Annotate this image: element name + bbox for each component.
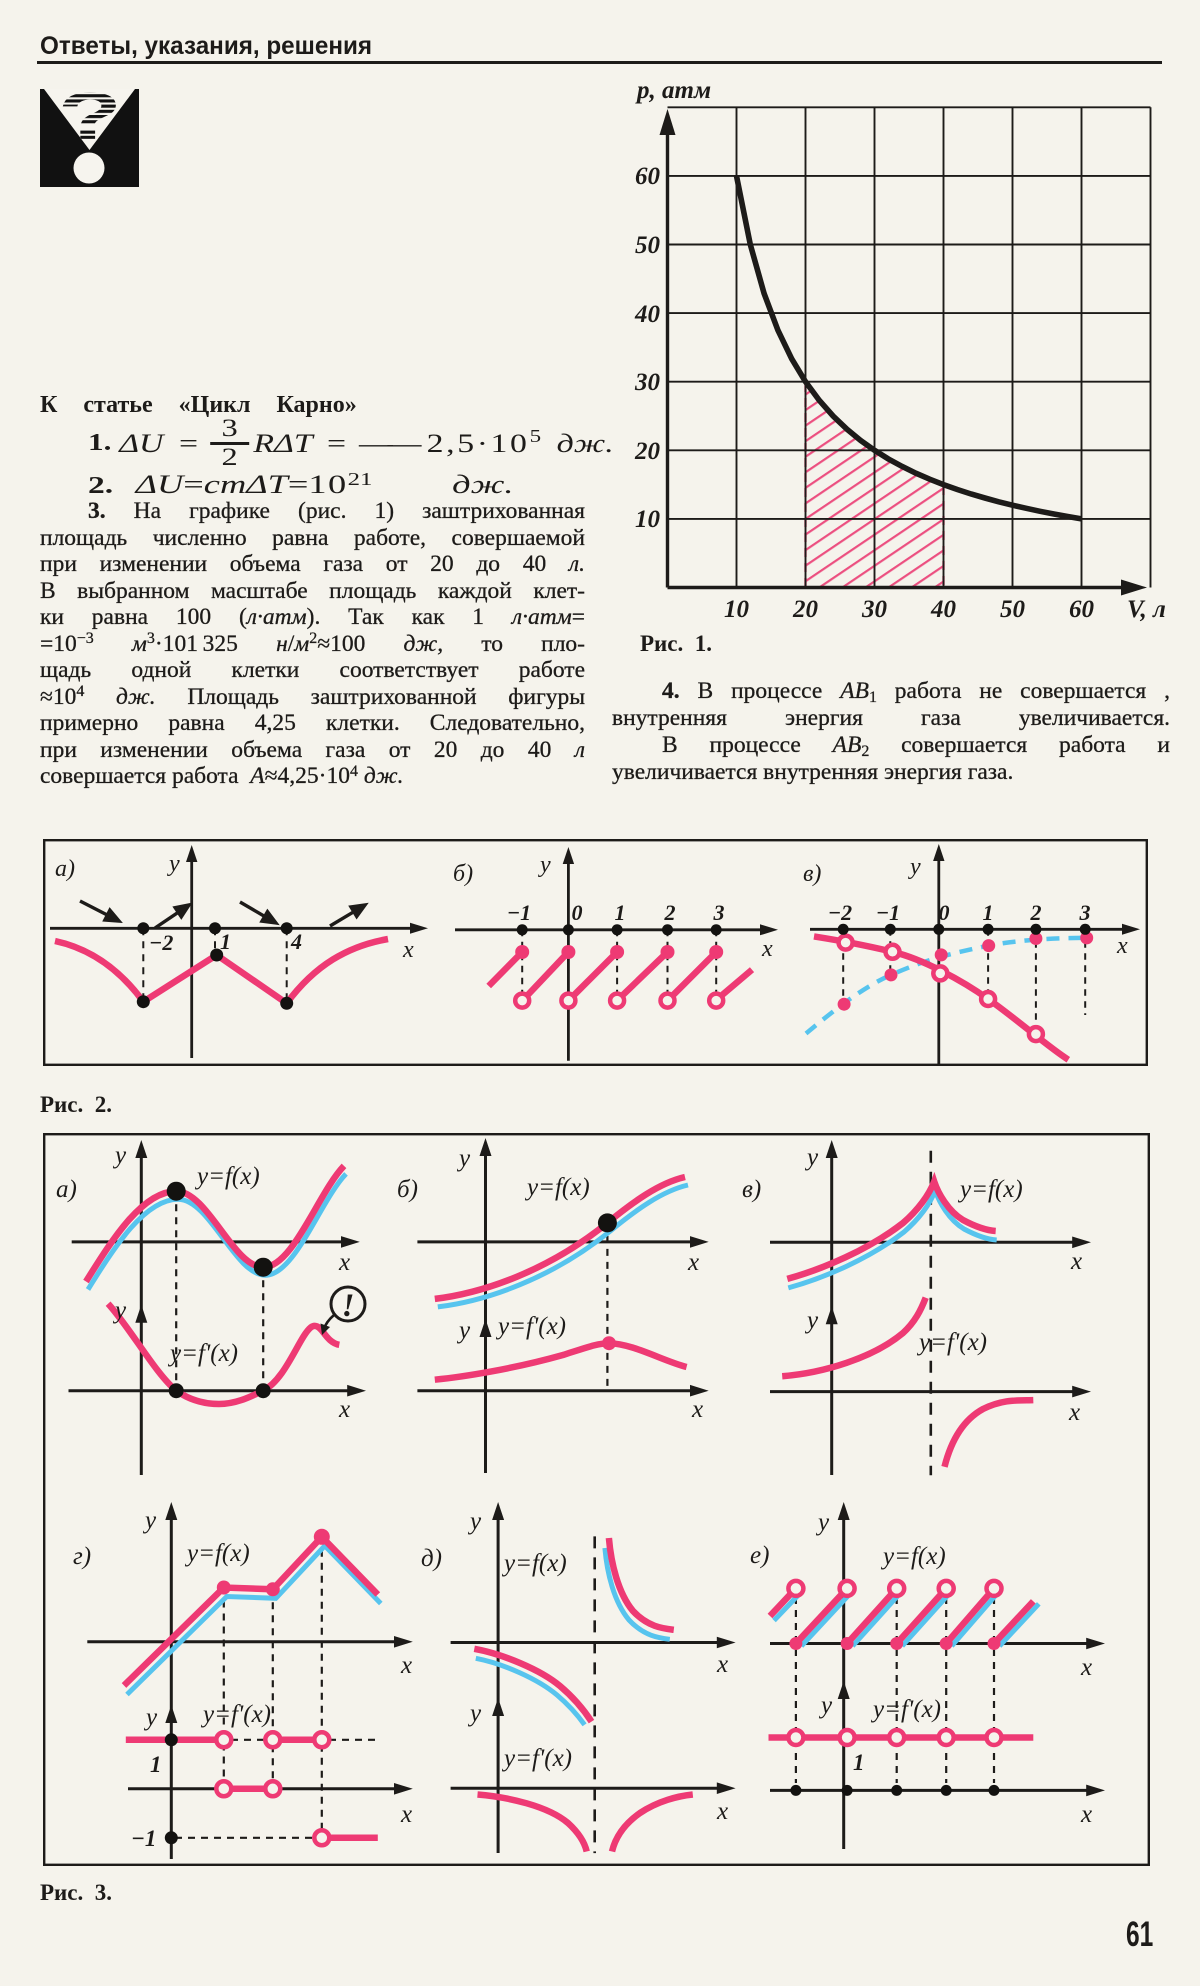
svg-text:40: 40 (930, 596, 957, 623)
svg-text:y: y (467, 1700, 482, 1727)
svg-text:y: y (467, 1508, 482, 1535)
svg-text:y=f'(x): y=f'(x) (870, 1696, 941, 1723)
svg-text:y: y (538, 852, 551, 878)
svg-text:y: y (804, 1144, 819, 1171)
svg-text:30: 30 (861, 596, 888, 623)
svg-text:−2: −2 (828, 900, 852, 925)
svg-text:y=f(x): y=f(x) (524, 1174, 590, 1201)
svg-text:в): в) (803, 861, 821, 887)
svg-text:y=f(x): y=f(x) (501, 1550, 567, 1577)
svg-text:y: y (456, 1145, 471, 1172)
svg-text:y: y (804, 1307, 819, 1334)
svg-text:y=f(x): y=f(x) (194, 1163, 260, 1190)
svg-text:x: x (338, 1396, 350, 1423)
svg-text:y: y (456, 1317, 471, 1344)
svg-text:1: 1 (983, 900, 994, 925)
svg-text:x: x (1070, 1248, 1082, 1275)
svg-text:!: ! (342, 1288, 355, 1324)
svg-text:p, атм: p, атм (635, 77, 711, 104)
svg-text:20: 20 (634, 438, 661, 465)
svg-text:1: 1 (220, 929, 231, 954)
svg-text:−1: −1 (876, 900, 900, 925)
svg-text:y: y (142, 1507, 157, 1534)
svg-text:x: x (687, 1249, 699, 1276)
svg-text:?: ? (58, 89, 122, 154)
svg-text:x: x (1068, 1399, 1080, 1426)
svg-text:y: y (143, 1704, 158, 1731)
svg-text:y=f(x): y=f(x) (880, 1543, 946, 1570)
svg-text:10: 10 (724, 596, 750, 623)
svg-text:40: 40 (634, 301, 661, 328)
svg-text:y=f'(x): y=f'(x) (167, 1340, 238, 1367)
svg-text:y: y (818, 1692, 833, 1719)
svg-text:y: y (167, 851, 180, 877)
svg-text:2: 2 (664, 900, 676, 925)
svg-text:x: x (691, 1396, 703, 1423)
svg-text:1: 1 (150, 1752, 162, 1777)
svg-text:y=f'(x): y=f'(x) (916, 1329, 987, 1356)
svg-text:V, л: V, л (1127, 596, 1166, 623)
svg-text:60: 60 (1069, 596, 1095, 623)
svg-text:x: x (761, 936, 773, 962)
svg-text:y=f'(x): y=f'(x) (501, 1745, 572, 1772)
svg-text:3: 3 (713, 900, 725, 925)
svg-text:y=f'(x): y=f'(x) (495, 1313, 566, 1340)
svg-text:−1: −1 (131, 1826, 156, 1851)
svg-text:y: y (112, 1297, 127, 1324)
svg-text:а): а) (56, 1176, 77, 1203)
svg-text:50: 50 (635, 232, 661, 259)
svg-text:в): в) (742, 1176, 761, 1203)
svg-text:1: 1 (853, 1750, 865, 1775)
svg-text:y=f'(x): y=f'(x) (200, 1701, 271, 1728)
svg-text:0: 0 (572, 900, 583, 925)
svg-text:0: 0 (939, 900, 950, 925)
svg-text:3: 3 (1079, 900, 1091, 925)
svg-text:10: 10 (635, 506, 661, 533)
svg-text:x: x (716, 1651, 728, 1678)
svg-text:4: 4 (290, 929, 302, 954)
svg-text:−1: −1 (507, 900, 531, 925)
svg-text:x: x (400, 1801, 412, 1828)
svg-text:x: x (400, 1652, 412, 1679)
svg-text:x: x (1080, 1654, 1092, 1681)
svg-text:30: 30 (634, 369, 661, 396)
svg-text:y=f(x): y=f(x) (957, 1176, 1023, 1203)
svg-text:д): д) (421, 1545, 442, 1572)
svg-text:y: y (112, 1142, 127, 1169)
svg-text:y: y (815, 1509, 830, 1536)
svg-text:е): е) (750, 1542, 769, 1569)
svg-text:20: 20 (792, 596, 819, 623)
svg-text:x: x (402, 937, 414, 963)
svg-text:x: x (1080, 1801, 1092, 1828)
svg-text:б): б) (453, 861, 473, 887)
svg-text:x: x (716, 1798, 728, 1825)
svg-text:y=f(x): y=f(x) (184, 1540, 250, 1567)
svg-text:y: y (908, 854, 921, 880)
svg-text:−2: −2 (149, 930, 173, 955)
svg-text:2: 2 (1030, 900, 1042, 925)
svg-text:1: 1 (615, 900, 626, 925)
svg-text:a): a) (55, 856, 75, 882)
svg-text:50: 50 (1000, 596, 1026, 623)
svg-text:60: 60 (635, 163, 661, 190)
svg-text:г): г) (73, 1543, 91, 1570)
svg-text:x: x (338, 1249, 350, 1276)
svg-text:x: x (1116, 933, 1128, 959)
svg-text:б): б) (397, 1176, 418, 1203)
